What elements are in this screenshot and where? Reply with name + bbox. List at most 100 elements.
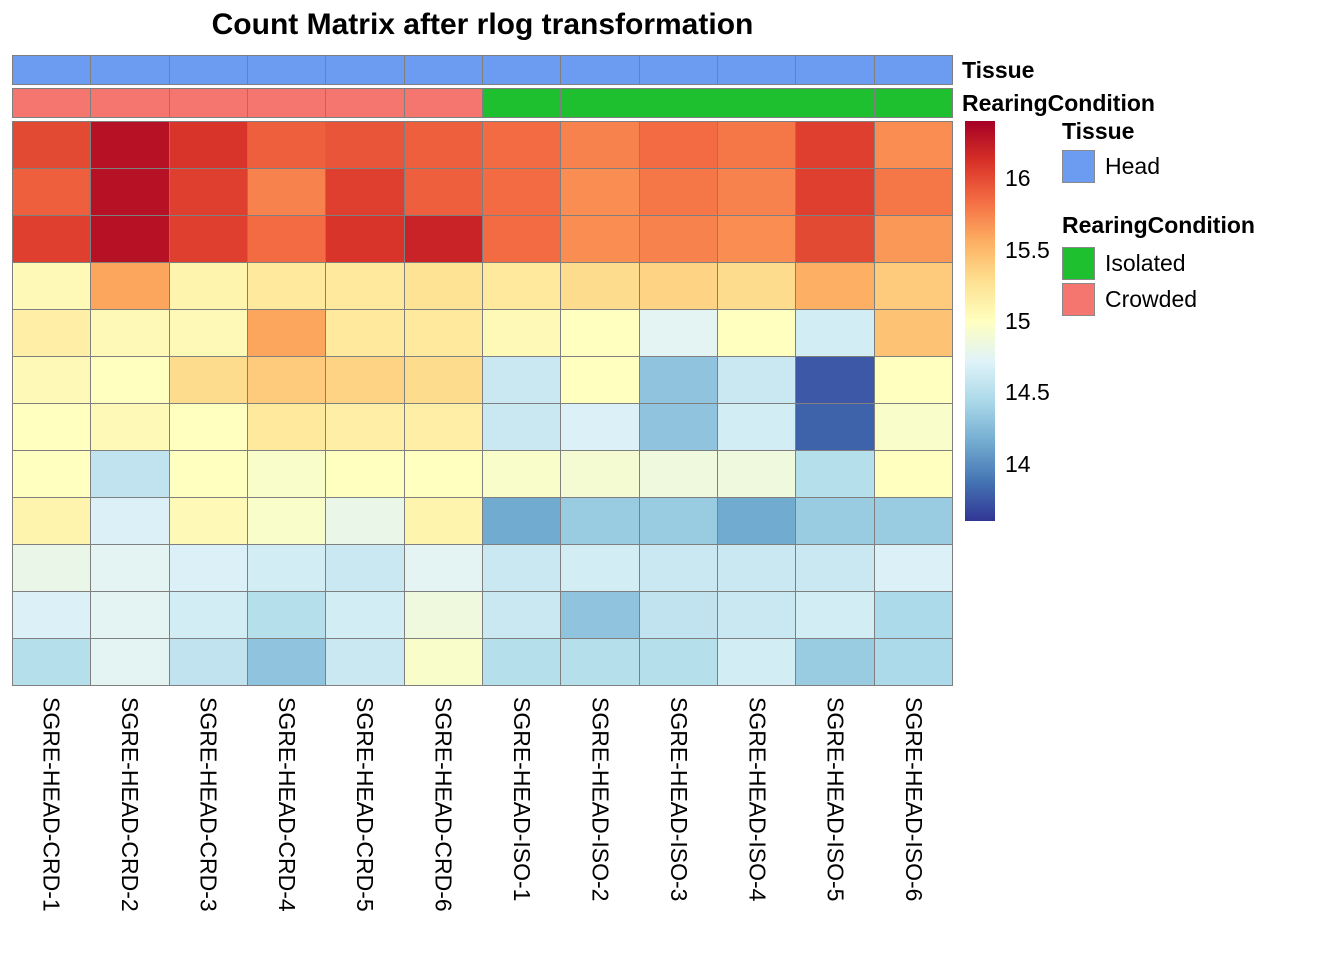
heatmap-cell <box>326 545 405 592</box>
tissue-annotation-cell <box>718 56 797 85</box>
isolated-color-swatch <box>1062 247 1095 280</box>
heatmap-cell <box>483 451 562 498</box>
heatmap-cell <box>639 263 718 310</box>
column-label: SGRE-HEAD-ISO-3 <box>665 697 692 902</box>
heatmap-cell <box>248 169 327 216</box>
heatmap-cell <box>639 122 718 169</box>
crowded-color-swatch <box>1062 283 1095 316</box>
heatmap-cell <box>483 498 562 545</box>
heatmap-cell <box>326 122 405 169</box>
colorbar-tick-label: 15.5 <box>1005 236 1050 263</box>
heatmap-cell <box>639 216 718 263</box>
heatmap-cell <box>874 498 953 545</box>
heatmap-cell <box>91 263 170 310</box>
rearing-annotation-cell <box>639 89 718 118</box>
column-label: SGRE-HEAD-CRD-2 <box>116 697 143 912</box>
heatmap-cell <box>248 498 327 545</box>
rearing-annotation-cell <box>404 89 483 118</box>
heatmap-cell <box>561 263 640 310</box>
heatmap-cell <box>874 451 953 498</box>
heatmap-cell <box>483 639 562 686</box>
colorbar-tick-label: 14 <box>1005 450 1031 477</box>
heatmap-cell <box>874 639 953 686</box>
rearing-annotation-cell <box>13 89 92 118</box>
heatmap-cell <box>874 545 953 592</box>
rearing-annotation-cell <box>169 89 248 118</box>
legend-item-label: Head <box>1105 153 1160 179</box>
tissue-annotation-bar <box>12 55 953 85</box>
heatmap-cell <box>561 404 640 451</box>
heatmap-cell <box>874 310 953 357</box>
column-label: SGRE-HEAD-CRD-3 <box>195 697 222 912</box>
heatmap-grid <box>12 121 953 686</box>
heatmap-cell <box>169 451 248 498</box>
heatmap-cell <box>91 310 170 357</box>
column-label: SGRE-HEAD-ISO-4 <box>744 697 771 902</box>
tissue-annotation-cell <box>91 56 170 85</box>
heatmap-cell <box>561 122 640 169</box>
column-label: SGRE-HEAD-CRD-5 <box>352 697 379 912</box>
heatmap-cell <box>639 310 718 357</box>
legend-item-head: Head <box>1062 150 1160 183</box>
heatmap-cell <box>796 545 875 592</box>
heatmap-cell <box>13 404 92 451</box>
tissue-annotation-cell <box>248 56 327 85</box>
rearing-annotation-cell <box>483 89 562 118</box>
heatmap-cell <box>169 592 248 639</box>
heatmap-cell <box>248 592 327 639</box>
rearing-annotation-cell <box>326 89 405 118</box>
heatmap-cell <box>404 404 483 451</box>
heatmap-cell <box>718 404 797 451</box>
legend-tissue-title: Tissue <box>1062 118 1135 144</box>
heatmap-cell <box>796 592 875 639</box>
legend-item-label: Isolated <box>1105 250 1186 276</box>
heatmap-cell <box>13 592 92 639</box>
heatmap-cell <box>91 169 170 216</box>
column-label: SGRE-HEAD-CRD-1 <box>38 697 65 912</box>
heatmap-cell <box>796 639 875 686</box>
heatmap-cell <box>326 357 405 404</box>
heatmap-cell <box>874 357 953 404</box>
chart-title: Count Matrix after rlog transformation <box>211 8 754 41</box>
tissue-annotation-cell <box>169 56 248 85</box>
heatmap-cell <box>13 169 92 216</box>
heatmap-cell <box>561 169 640 216</box>
heatmap-cell <box>404 592 483 639</box>
heatmap-cell <box>561 451 640 498</box>
column-label: SGRE-HEAD-CRD-4 <box>273 697 300 912</box>
heatmap-cell <box>404 451 483 498</box>
heatmap-cell <box>796 310 875 357</box>
heatmap-cell <box>248 263 327 310</box>
heatmap-cell <box>404 263 483 310</box>
rearing-annotation-cell <box>248 89 327 118</box>
rearing-bar-label: RearingCondition <box>962 90 1155 116</box>
column-label: SGRE-HEAD-ISO-2 <box>587 697 614 902</box>
heatmap-cell <box>404 169 483 216</box>
heatmap-cell <box>718 169 797 216</box>
heatmap-cell <box>13 263 92 310</box>
heatmap-cell <box>169 216 248 263</box>
heatmap-cell <box>169 498 248 545</box>
heatmap-cell <box>874 404 953 451</box>
tissue-annotation-cell <box>404 56 483 85</box>
heatmap-cell <box>718 498 797 545</box>
heatmap-cell <box>796 216 875 263</box>
heatmap-cell <box>248 122 327 169</box>
heatmap-cell <box>718 451 797 498</box>
tissue-annotation-cell <box>796 56 875 85</box>
tissue-annotation-cell <box>874 56 953 85</box>
heatmap-cell <box>718 545 797 592</box>
rearing-annotation-cell <box>91 89 170 118</box>
heatmap-cell <box>404 216 483 263</box>
heatmap-cell <box>91 498 170 545</box>
heatmap-cell <box>169 404 248 451</box>
heatmap-cell <box>561 216 640 263</box>
heatmap-cell <box>326 169 405 216</box>
rearing-annotation-cell <box>718 89 797 118</box>
colorbar-tick-label: 14.5 <box>1005 379 1050 406</box>
heatmap-cell <box>326 310 405 357</box>
heatmap-cell <box>561 498 640 545</box>
heatmap-cell <box>718 357 797 404</box>
heatmap-cell <box>91 451 170 498</box>
